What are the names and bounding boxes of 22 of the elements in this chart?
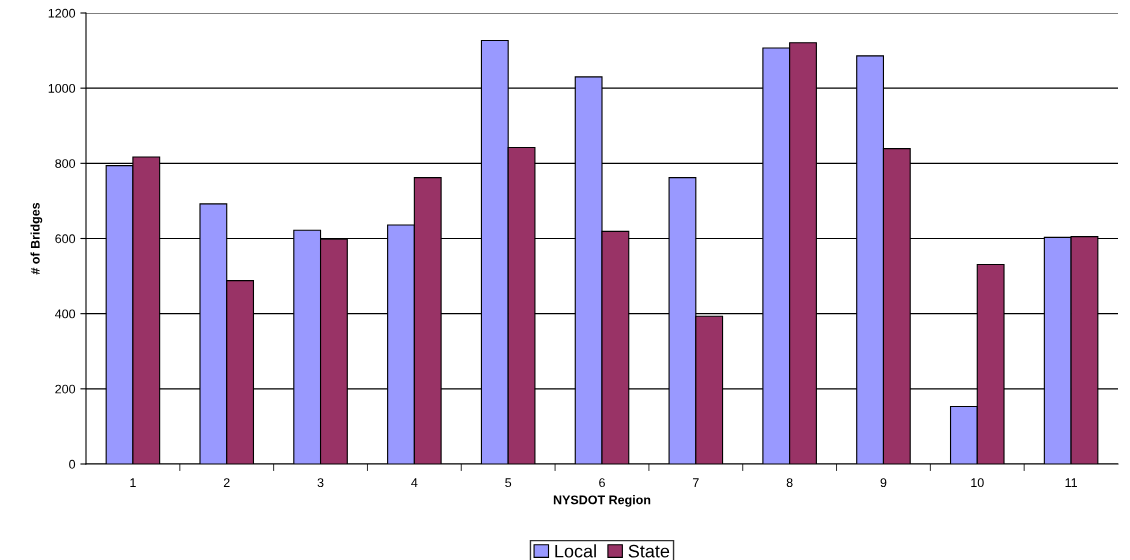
legend-label: Local xyxy=(555,544,596,558)
y-tick-label: 800 xyxy=(55,159,76,168)
y-tick-label: 600 xyxy=(55,234,76,244)
y-tick-label: 400 xyxy=(55,309,76,319)
x-tick-label: 3 xyxy=(317,478,324,488)
x-tick-label: 4 xyxy=(411,478,418,487)
x-tick-label: 11 xyxy=(1065,478,1077,487)
x-tick-label: 10 xyxy=(971,478,984,488)
x-tick-label: 6 xyxy=(599,478,605,488)
y-tick-label: 200 xyxy=(55,384,76,394)
x-tick-label: 2 xyxy=(223,478,230,487)
x-tick-label: 7 xyxy=(692,478,699,487)
x-tick-label: 1 xyxy=(130,478,136,487)
x-tick-label: 5 xyxy=(505,478,512,488)
x-tick-label: 8 xyxy=(786,478,793,488)
x-axis-title: NYSDOT Region xyxy=(553,495,651,507)
y-tick-label: 1200 xyxy=(48,8,76,18)
legend-label: State xyxy=(628,544,670,558)
x-tick-label: 9 xyxy=(880,478,887,488)
y-tick-label: 0 xyxy=(69,459,76,469)
y-tick-label: 1000 xyxy=(48,83,76,93)
y-axis-title: # of Bridges xyxy=(30,202,43,275)
